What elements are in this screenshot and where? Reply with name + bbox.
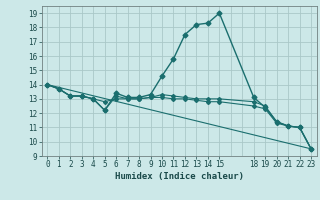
- X-axis label: Humidex (Indice chaleur): Humidex (Indice chaleur): [115, 172, 244, 181]
